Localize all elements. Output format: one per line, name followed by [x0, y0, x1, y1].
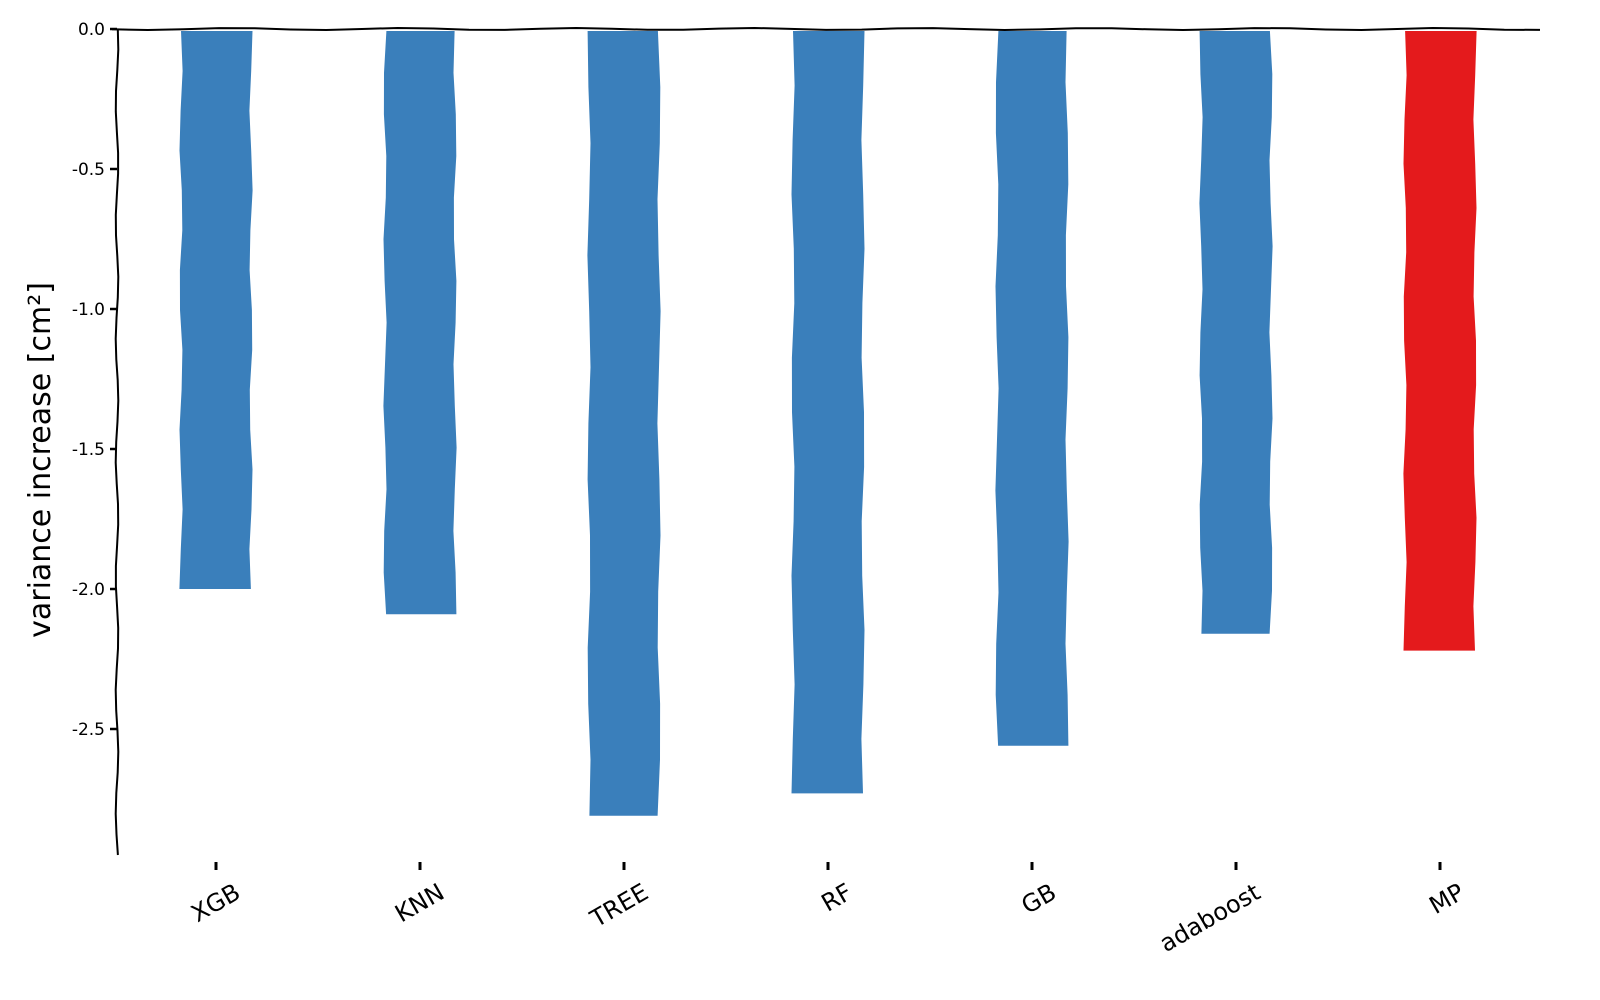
bars-group [179, 31, 1477, 816]
x-ticks-group: XGB KNN TREE RF GB adaboost MP [186, 862, 1469, 958]
axes-group [111, 26, 1541, 856]
y-tick-label: -2.5 [72, 720, 105, 740]
x-tick-label-adaboost: adaboost [1155, 878, 1265, 958]
x-tick-label-tree: TREE [585, 878, 653, 934]
y-tick-label: -2.0 [72, 580, 105, 600]
bar-mp [1403, 31, 1477, 651]
x-tick-label-xgb: XGB [186, 878, 245, 928]
y-axis-title: variance increase [cm²] [23, 282, 58, 638]
y-ticks-group: 0.0 -0.5 -1.0 -1.5 -2.0 -2.5 [72, 20, 117, 740]
bar-tree [587, 31, 661, 816]
y-tick-label: -0.5 [72, 160, 105, 180]
x-axis-line [111, 26, 1541, 32]
bar-knn [383, 31, 457, 615]
x-tick-label-mp: MP [1425, 878, 1469, 920]
bar-rf [791, 31, 865, 794]
x-tick-label-gb: GB [1017, 878, 1061, 920]
bar-adaboost [1199, 31, 1273, 634]
x-tick-label-rf: RF [817, 878, 857, 917]
bar-xgb [179, 31, 253, 589]
y-tick-label: -1.0 [72, 300, 105, 320]
y-axis-line [114, 28, 120, 856]
bar-gb [995, 31, 1069, 746]
y-tick-label: -1.5 [72, 440, 105, 460]
x-tick-label-knn: KNN [390, 878, 449, 928]
y-tick-label: 0.0 [78, 20, 105, 40]
